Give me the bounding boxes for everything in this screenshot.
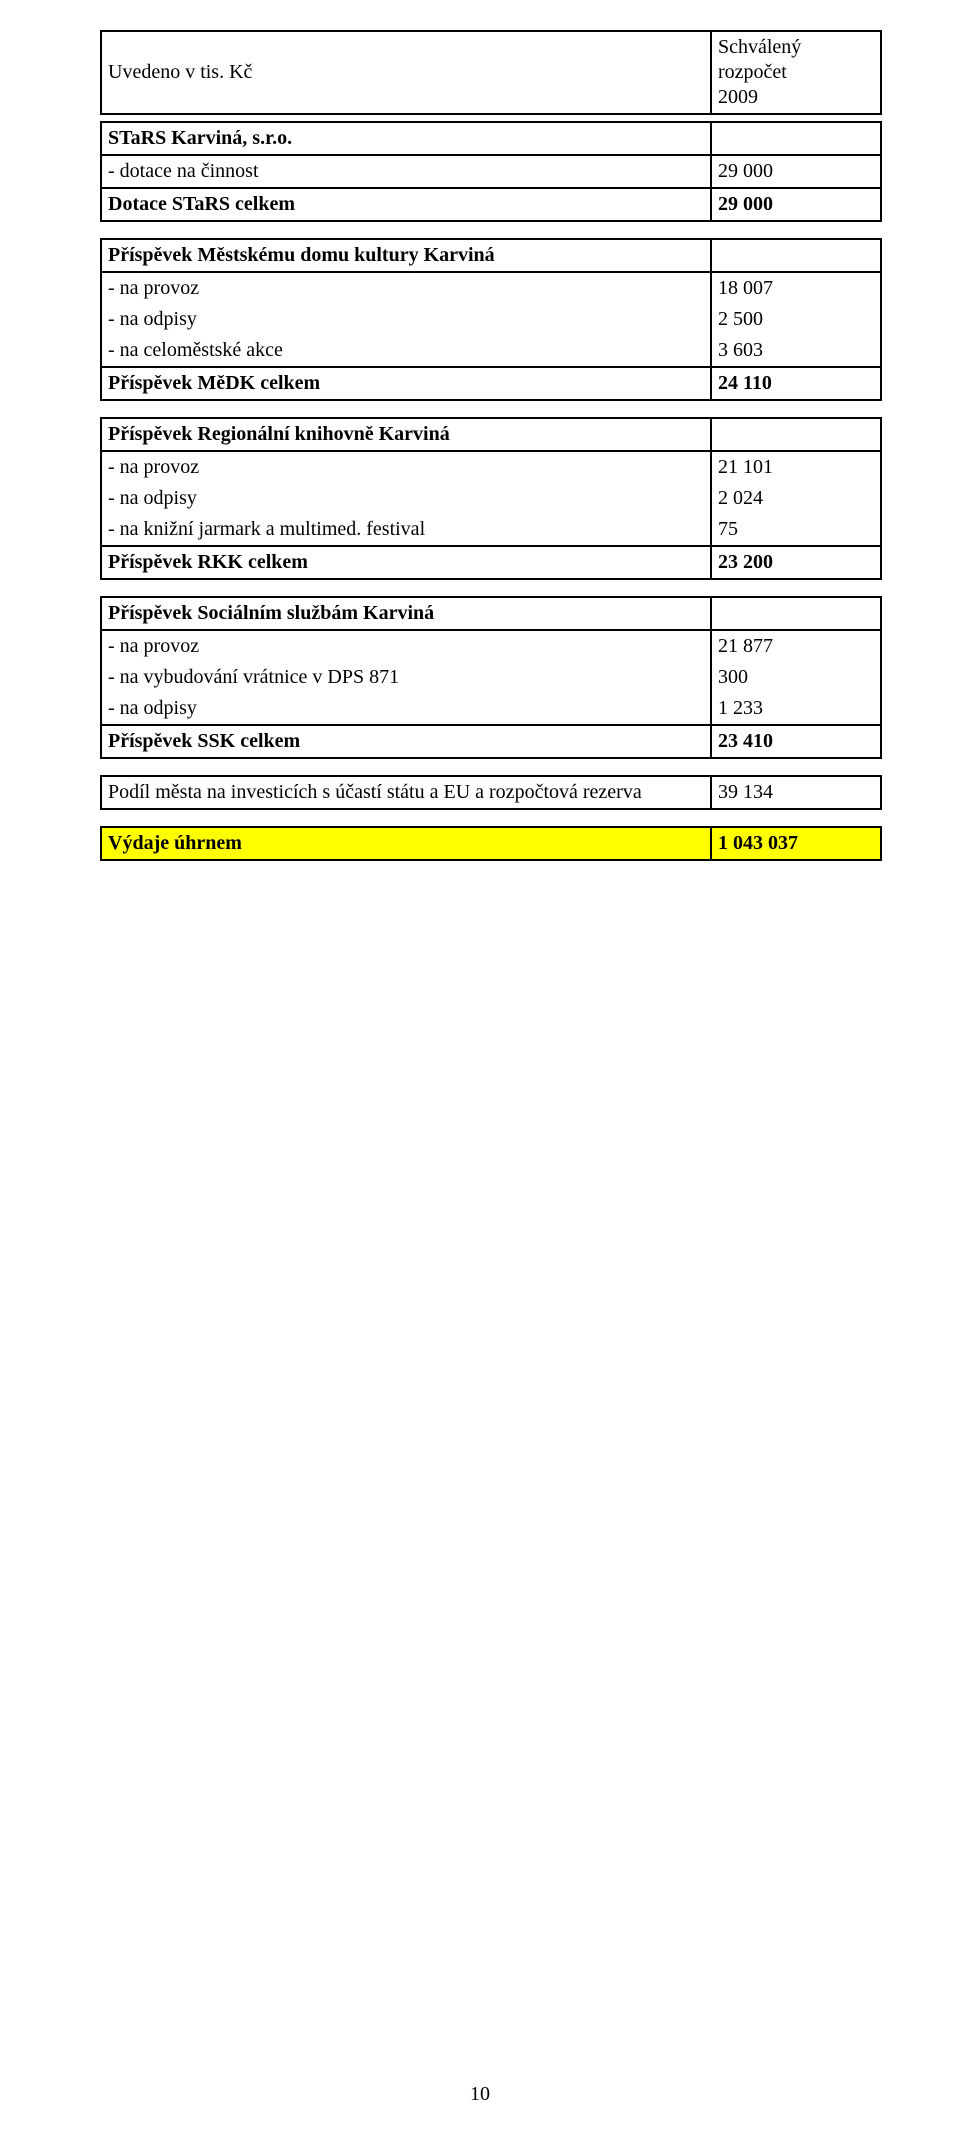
- socialni-provoz-value: 21 877: [711, 630, 881, 662]
- mestsky-title: Příspěvek Městskému domu kultury Karviná: [108, 244, 495, 266]
- regionalni-provoz-value: 21 101: [711, 451, 881, 483]
- mestsky-title-cell: Příspěvek Městskému domu kultury Karviná: [101, 239, 711, 272]
- mestsky-celomest-value: 3 603: [711, 335, 881, 367]
- stars-title-value: [711, 122, 881, 155]
- vydaje-value: 1 043 037: [711, 827, 881, 860]
- regionalni-odpisy-value: 2 024: [711, 483, 881, 514]
- socialni-total-label: Příspěvek SSK celkem: [101, 725, 711, 758]
- regionalni-total-label: Příspěvek RKK celkem: [101, 546, 711, 579]
- header-right-line1: Schválený: [718, 35, 874, 60]
- socialni-title: Příspěvek Sociálním službám Karviná: [108, 602, 434, 624]
- header-right-line2: rozpočet: [718, 60, 874, 85]
- socialni-odpisy-label: - na odpisy: [101, 693, 711, 725]
- page-number: 10: [0, 2083, 960, 2106]
- mestsky-total-value: 24 110: [711, 367, 881, 400]
- mestsky-provoz-value: 18 007: [711, 272, 881, 304]
- socialni-vratnice-value: 300: [711, 662, 881, 693]
- stars-title-cell: STaRS Karviná, s.r.o.: [101, 122, 711, 155]
- stars-total-value: 29 000: [711, 188, 881, 221]
- regionalni-title-cell: Příspěvek Regionální knihovně Karviná: [101, 418, 711, 451]
- stars-dotace-label: - dotace na činnost: [101, 155, 711, 188]
- regionalni-jarmark-label: - na knižní jarmark a multimed. festival: [101, 514, 711, 546]
- socialni-title-cell: Příspěvek Sociálním službám Karviná: [101, 597, 711, 630]
- socialni-odpisy-value: 1 233: [711, 693, 881, 725]
- socialni-total-value: 23 410: [711, 725, 881, 758]
- header-left: Uvedeno v tis. Kč: [108, 61, 252, 83]
- mestsky-provoz-label: - na provoz: [101, 272, 711, 304]
- podil-label-cell: Podíl města na investicích s účastí stát…: [101, 776, 711, 809]
- stars-dotace-value: 29 000: [711, 155, 881, 188]
- mestsky-odpisy-value: 2 500: [711, 304, 881, 335]
- socialni-provoz-label: - na provoz: [101, 630, 711, 662]
- mestsky-total-label: Příspěvek MěDK celkem: [101, 367, 711, 400]
- stars-total-label: Dotace STaRS celkem: [101, 188, 711, 221]
- header-right-line3: 2009: [718, 85, 874, 110]
- regionalni-odpisy-label: - na odpisy: [101, 483, 711, 514]
- regionalni-provoz-label: - na provoz: [101, 451, 711, 483]
- regionalni-jarmark-value: 75: [711, 514, 881, 546]
- header-right-cell: Schválený rozpočet 2009: [711, 31, 881, 114]
- mestsky-odpisy-label: - na odpisy: [101, 304, 711, 335]
- stars-title: STaRS Karviná, s.r.o.: [108, 127, 292, 149]
- podil-label: Podíl města na investicích s účastí stát…: [108, 781, 642, 803]
- mestsky-celomest-label: - na celoměstské akce: [101, 335, 711, 367]
- socialni-title-value: [711, 597, 881, 630]
- regionalni-title-value: [711, 418, 881, 451]
- regionalni-total-value: 23 200: [711, 546, 881, 579]
- header-left-cell: Uvedeno v tis. Kč: [101, 31, 711, 114]
- socialni-vratnice-label: - na vybudování vrátnice v DPS 871: [101, 662, 711, 693]
- vydaje-label: Výdaje úhrnem: [101, 827, 711, 860]
- podil-value: 39 134: [711, 776, 881, 809]
- regionalni-title: Příspěvek Regionální knihovně Karviná: [108, 423, 450, 445]
- mestsky-title-value: [711, 239, 881, 272]
